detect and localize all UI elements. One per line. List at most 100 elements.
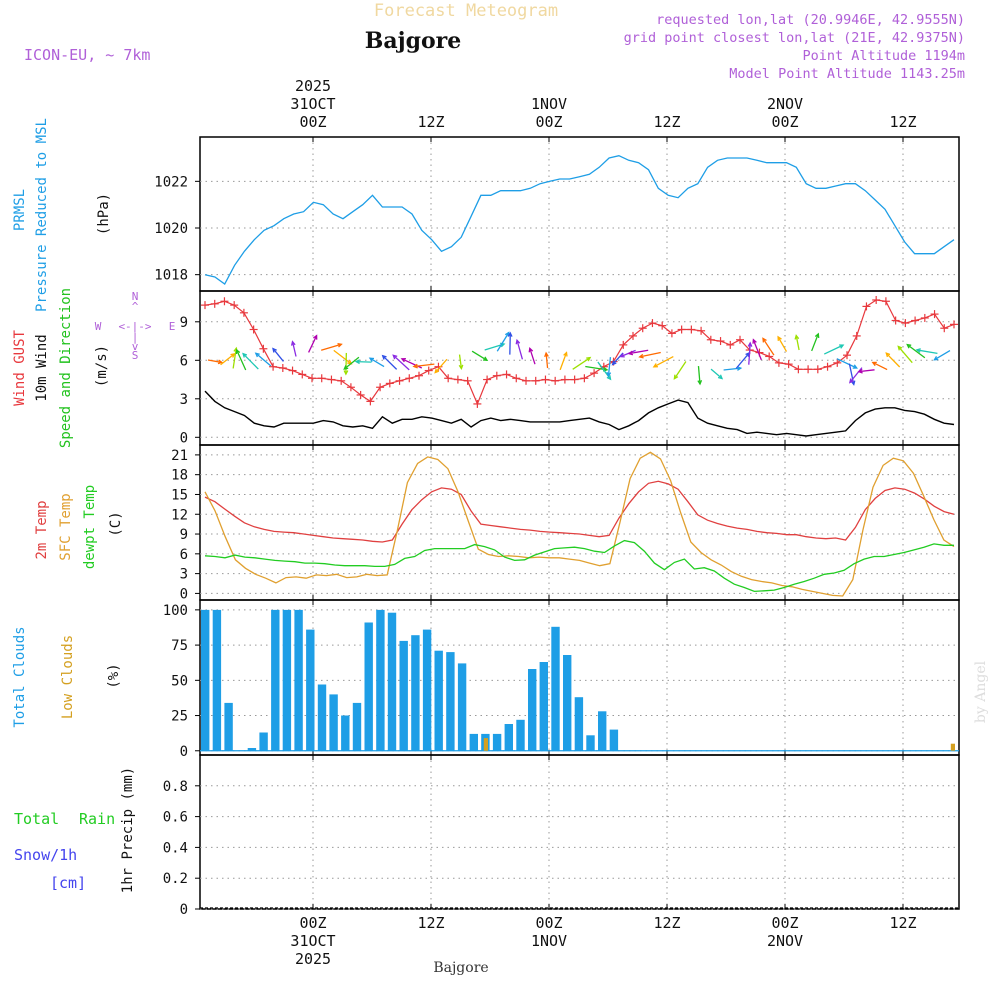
precip-panel: 0 0.2 0.4 0.6 0.8 bbox=[163, 754, 960, 918]
y-tick-label: 1022 bbox=[154, 174, 188, 190]
total-cloud-bar bbox=[282, 609, 292, 751]
temperature-panel: 0 3 6 9 12 15 18 21 bbox=[171, 444, 960, 602]
wind-direction-arrowhead bbox=[814, 332, 820, 338]
compass-bar: | bbox=[132, 331, 139, 344]
wind-direction-arrowhead bbox=[777, 335, 782, 341]
total-cloud-bar bbox=[574, 697, 584, 751]
total-cloud-bar bbox=[469, 733, 478, 751]
wind-direction-arrowhead bbox=[606, 371, 612, 378]
wind-direction-arrowhead bbox=[915, 348, 921, 353]
wind-direction-arrowhead bbox=[638, 353, 644, 359]
compass-down: v bbox=[132, 340, 139, 353]
wind-direction-arrow bbox=[836, 358, 858, 369]
ylabel-precip: 1hr Precip (mm) bbox=[120, 767, 136, 893]
dewpt-temp-line bbox=[204, 539, 954, 593]
total-cloud-bar bbox=[306, 629, 315, 751]
legend-total-clouds: Total Clouds bbox=[12, 626, 28, 727]
wind-direction-arrowhead bbox=[343, 365, 349, 370]
wind-direction-arrow bbox=[471, 350, 488, 361]
wind-direction-arrowhead bbox=[313, 334, 318, 340]
wind-direction-arrow bbox=[413, 363, 435, 368]
low-cloud-bar bbox=[950, 743, 955, 751]
panel-frame bbox=[199, 136, 960, 292]
ylabel-ms: (m/s) bbox=[94, 345, 110, 387]
wind-direction-arrow bbox=[916, 349, 938, 355]
total-cloud-bar bbox=[271, 609, 280, 751]
legend-dewpt-temp: dewpt Temp bbox=[82, 485, 98, 569]
panel-frame bbox=[199, 444, 960, 601]
wind-direction-arrowhead bbox=[871, 361, 877, 367]
total-cloud-bar bbox=[586, 735, 595, 751]
y-tick-label: 0 bbox=[180, 586, 188, 602]
legend-speed-direction: Speed and Direction bbox=[58, 288, 74, 448]
wind-direction-arrowhead bbox=[528, 346, 534, 353]
wind-direction-arrow bbox=[220, 353, 235, 366]
legend-snow: Snow/1h bbox=[14, 846, 77, 864]
wind-direction-arrowhead bbox=[392, 354, 398, 360]
total-cloud-bar bbox=[317, 684, 327, 751]
wind-direction-arrow bbox=[777, 336, 788, 352]
total-cloud-bar bbox=[376, 609, 385, 751]
ylabel-percent: (%) bbox=[106, 663, 122, 688]
bottom-time-label: 12Z bbox=[653, 914, 680, 932]
wind-direction-arrowhead bbox=[381, 354, 387, 360]
wind-direction-arrow bbox=[321, 343, 342, 351]
total-cloud-bar bbox=[341, 715, 350, 751]
model-label: ICON-EU, ~ 7km bbox=[24, 46, 150, 64]
gust-line bbox=[204, 299, 955, 406]
total-cloud-bar bbox=[387, 612, 397, 751]
y-tick-label: 50 bbox=[171, 673, 188, 689]
pressure-line bbox=[204, 155, 955, 285]
wind-direction-arrow bbox=[723, 367, 741, 371]
total-cloud-bar bbox=[563, 655, 572, 751]
wind-direction-arrowhead bbox=[230, 353, 236, 358]
wind-direction-arrowhead bbox=[627, 350, 634, 356]
total-cloud-bar bbox=[422, 629, 432, 751]
y-tick-label: 0 bbox=[180, 902, 188, 918]
y-tick-label: 6 bbox=[180, 353, 188, 369]
wind-direction-arrow bbox=[811, 333, 819, 352]
top-time-label: 2025 bbox=[295, 77, 331, 95]
wind-direction-arrow bbox=[897, 346, 913, 364]
bottom-time-label: 2025 bbox=[295, 950, 331, 968]
wind-direction-arrowhead bbox=[794, 334, 800, 340]
forecast-label: Forecast Meteogram bbox=[374, 1, 558, 21]
point-altitude: Point Altitude 1194m bbox=[802, 48, 965, 64]
wind-direction-arrowhead bbox=[217, 359, 224, 365]
total-cloud-bar bbox=[434, 650, 443, 751]
wind-direction-arrowhead bbox=[458, 364, 464, 371]
grid-point-coords: grid point closest lon,lat (21E, 42.9375… bbox=[624, 30, 965, 46]
wind-direction-arrowhead bbox=[606, 375, 612, 381]
wind-direction-arrowhead bbox=[885, 352, 891, 358]
y-tick-label: 0.2 bbox=[163, 871, 188, 887]
wind-direction-arrow bbox=[545, 353, 549, 369]
wind-direction-arrow bbox=[572, 357, 591, 370]
wind-panel: 0 3 6 9 bbox=[180, 290, 960, 446]
total-cloud-bar bbox=[539, 662, 548, 751]
wind-direction-arrow bbox=[653, 355, 674, 368]
wind-direction-arrow bbox=[934, 350, 951, 361]
bottom-time-label: 00Z bbox=[299, 914, 326, 932]
total-cloud-bar bbox=[352, 702, 362, 751]
y-tick-label: 9 bbox=[180, 315, 188, 331]
pressure-panel: 1018 1020 1022 bbox=[154, 136, 960, 292]
station-title: Bajgore bbox=[365, 28, 461, 54]
wind-direction-arrowhead bbox=[482, 356, 489, 362]
y-tick-label: 75 bbox=[171, 638, 188, 654]
wind-direction-arrowhead bbox=[412, 363, 418, 369]
wind-direction-arrowhead bbox=[673, 374, 679, 380]
bottom-time-label: 12Z bbox=[889, 914, 916, 932]
wind-direction-arrowhead bbox=[752, 338, 757, 344]
y-tick-label: 0 bbox=[180, 430, 188, 446]
wind-direction-arrowhead bbox=[697, 380, 703, 386]
wind-direction-arrow bbox=[356, 360, 372, 363]
panel-frame bbox=[199, 290, 960, 446]
total-cloud-bar bbox=[224, 702, 233, 751]
compass-s: S bbox=[132, 349, 139, 362]
total-cloud-bar bbox=[504, 724, 513, 751]
wind-direction-arrowhead bbox=[652, 363, 658, 368]
total-cloud-bar bbox=[446, 652, 455, 751]
wind-direction-arrow bbox=[607, 357, 612, 377]
